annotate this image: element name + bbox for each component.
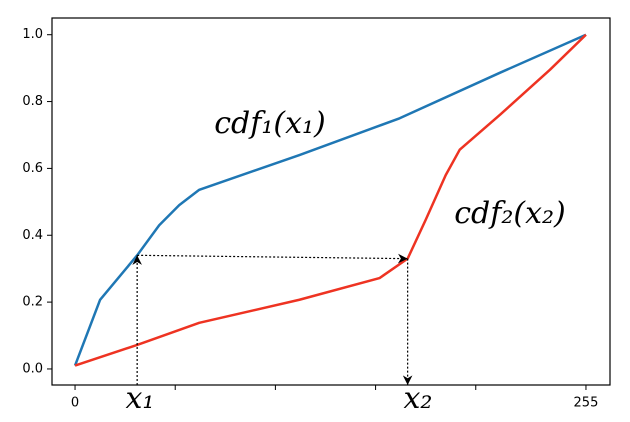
plot-frame	[51, 17, 611, 386]
curve	[73, 33, 587, 367]
y-tick-label: 0.6	[22, 161, 43, 176]
dotted-arrow	[137, 253, 408, 264]
y-tick-label: 0.0	[22, 361, 43, 376]
annotation: cdf₁(x₁)	[214, 106, 326, 141]
y-tick-label: 0.8	[22, 94, 43, 109]
annotation: cdf₂(x₂)	[454, 196, 566, 231]
annotation: x₁	[126, 381, 155, 416]
curve	[74, 33, 587, 367]
y-tick-label: 1.0	[22, 27, 43, 42]
y-tick-label: 0.4	[22, 228, 43, 243]
annotation: x₂	[404, 381, 433, 416]
y-tick-label: 0.2	[22, 295, 43, 310]
x-tick-label: 255	[574, 396, 599, 411]
x-tick-label: 0	[71, 396, 79, 411]
